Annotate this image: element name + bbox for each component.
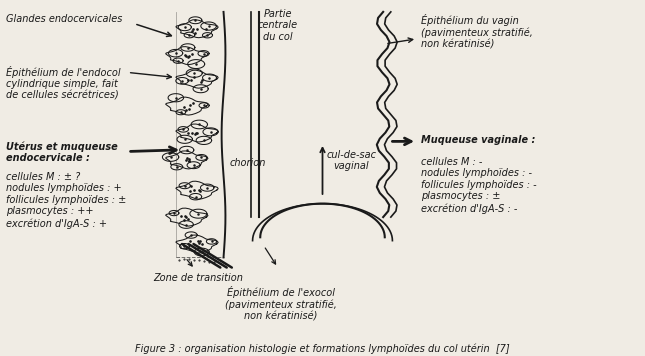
Text: Épithélium de l'endocol
cylindrique simple, fait
de cellules sécrétrices): Épithélium de l'endocol cylindrique simp… xyxy=(6,66,121,101)
Text: Glandes endocervicales: Glandes endocervicales xyxy=(6,14,123,23)
Text: Zone de transition: Zone de transition xyxy=(153,273,243,283)
Text: Épithélium de l'exocol
(pavimenteux stratifié,
non kératinisé): Épithélium de l'exocol (pavimenteux stra… xyxy=(225,286,337,322)
Text: Utérus et muqueuse
endocervicale :: Utérus et muqueuse endocervicale : xyxy=(6,141,118,163)
Text: cellules M : -
nodules lymphoïdes : -
follicules lymphoïdes : -
plasmocytes : ±
: cellules M : - nodules lymphoïdes : - fo… xyxy=(421,157,537,214)
Text: cul-de-sac
vaginal: cul-de-sac vaginal xyxy=(326,150,376,171)
Text: Muqueuse vaginale :: Muqueuse vaginale : xyxy=(421,135,536,145)
Text: Figure 3 : organisation histologie et formations lymphoïdes du col utérin  [7]: Figure 3 : organisation histologie et fo… xyxy=(135,344,510,354)
Text: cellules M : ± ?
nodules lymphoïdes : +
follicules lymphoïdes : ±
plasmocytes : : cellules M : ± ? nodules lymphoïdes : + … xyxy=(6,172,126,229)
Text: Partie
centrale
du col: Partie centrale du col xyxy=(258,9,298,42)
Text: chorion: chorion xyxy=(230,158,266,168)
Text: Épithélium du vagin
(pavimenteux stratifié,
non kératinisé): Épithélium du vagin (pavimenteux stratif… xyxy=(421,14,533,49)
